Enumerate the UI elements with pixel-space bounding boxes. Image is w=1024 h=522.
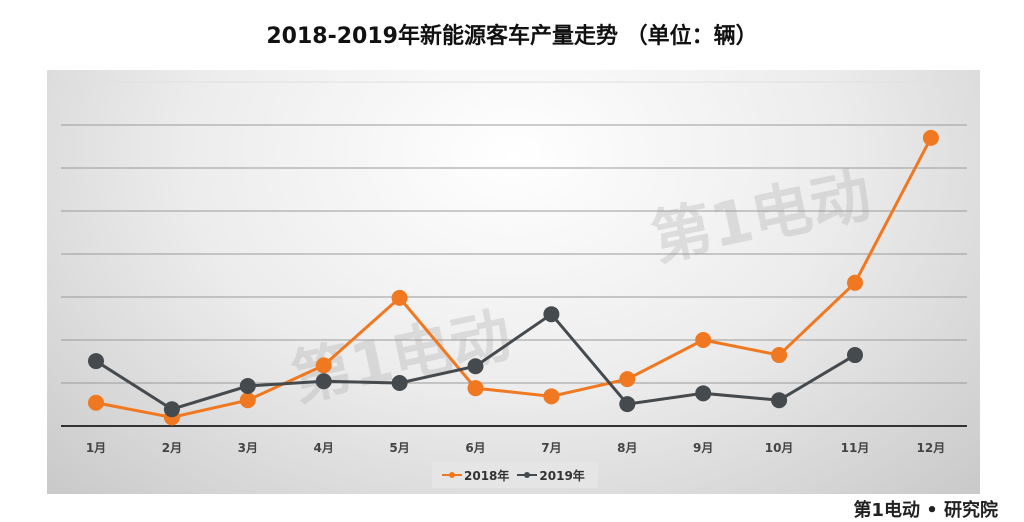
data-point-2018年: [543, 388, 560, 405]
plot-area: 第1电动 第1电动 1月 2月 3月 4月 5月 6月 7月 8月 9月 10月 11月 12月: [47, 70, 980, 494]
brand-logo: 第1电动 • 研究院: [853, 500, 998, 521]
data-point-2019年: [771, 392, 788, 409]
watermark: 第1电动: [646, 160, 877, 275]
x-tick-label: 4月: [314, 441, 334, 455]
data-point-2019年: [315, 373, 332, 390]
chart-title: 2018-2019年新能源客车产量走势 （单位：辆）: [266, 24, 758, 49]
data-point-2019年: [391, 375, 408, 391]
legend-swatch-2019: [517, 472, 538, 478]
watermark: 第1电动: [286, 300, 517, 415]
series-line-2018年: [95, 137, 933, 419]
x-tick-label: 10月: [765, 441, 794, 455]
data-point-2019年: [847, 347, 863, 364]
data-point-2019年: [695, 385, 712, 402]
legend-swatch-2018: [442, 472, 462, 478]
data-point-2019年: [88, 353, 104, 370]
data-point-2019年: [543, 306, 560, 323]
x-tick-label: 8月: [617, 441, 637, 455]
data-point-2018年: [619, 371, 636, 388]
x-tick-label: 1月: [86, 441, 106, 455]
x-tick-label: 7月: [541, 441, 561, 455]
legend-label-2018: 2018年: [464, 468, 510, 483]
data-point-2019年: [239, 378, 256, 395]
data-point-2018年: [239, 392, 256, 409]
data-point-2018年: [771, 347, 788, 364]
x-tick-label: 5月: [389, 441, 409, 455]
data-point-2019年: [163, 401, 180, 418]
legend-label-2019: 2019年: [539, 468, 585, 483]
data-point-2018年: [695, 332, 712, 348]
legend-item-2019: 2019年: [517, 467, 585, 484]
data-point-2018年: [88, 394, 104, 411]
x-tick-label: 12月: [917, 441, 946, 455]
data-point-2018年: [467, 380, 484, 397]
data-point-2018年: [922, 129, 939, 146]
legend-item-2018: 2018年: [442, 467, 509, 484]
data-point-2019年: [467, 358, 484, 375]
data-point-2019年: [619, 396, 636, 413]
x-tick-label: 9月: [693, 441, 713, 455]
x-tick-label: 2月: [162, 441, 182, 455]
x-tick-label: 6月: [465, 441, 485, 455]
x-tick-label: 3月: [238, 441, 258, 455]
data-point-2018年: [315, 357, 332, 374]
x-tick-label: 11月: [841, 441, 870, 455]
data-point-2018年: [391, 289, 408, 306]
data-point-2018年: [847, 274, 863, 291]
legend: 2018年 2019年: [432, 462, 598, 488]
